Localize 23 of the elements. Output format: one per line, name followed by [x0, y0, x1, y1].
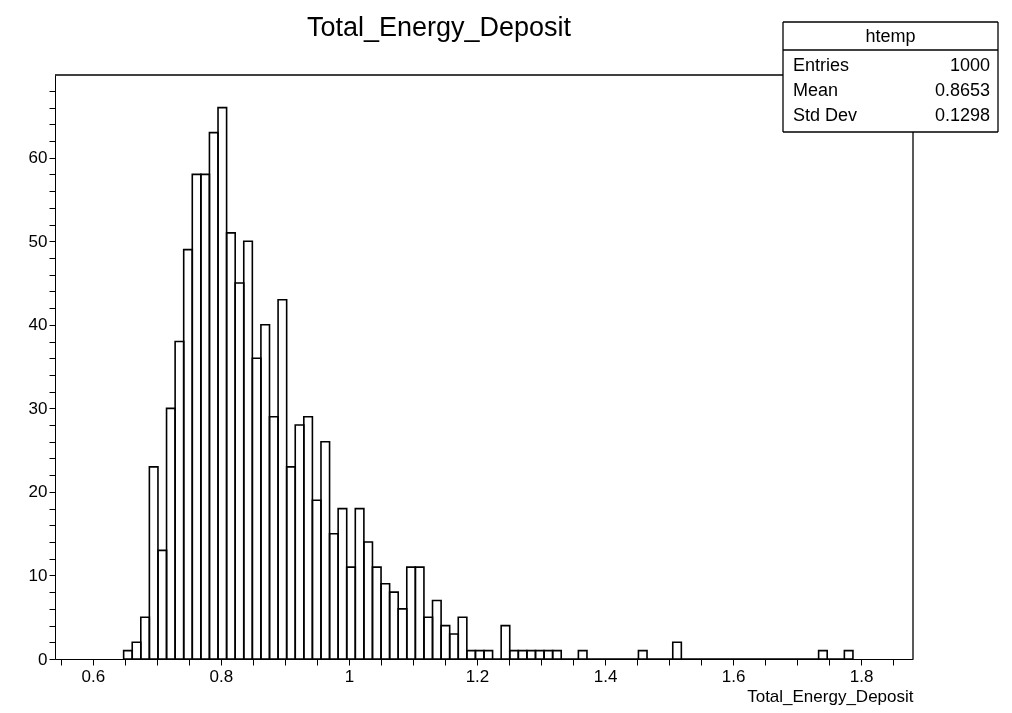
y-tick-label: 60	[28, 148, 48, 168]
y-tick-label: 40	[28, 315, 48, 335]
x-tick-label: 0.8	[209, 666, 234, 686]
x-tick-label: 0.6	[81, 666, 106, 686]
chart-title: Total_Energy_Deposit	[306, 12, 572, 42]
x-tick-label: 1.6	[721, 666, 746, 686]
y-tick-label: 0	[38, 649, 48, 669]
y-tick-label: 30	[28, 398, 48, 418]
x-axis-title: Total_Energy_Deposit	[747, 686, 914, 706]
text: Entries	[793, 55, 850, 75]
y-tick-label: 20	[28, 482, 48, 502]
annotation: Mean	[793, 80, 839, 100]
annotation: Std Dev	[793, 105, 858, 125]
x-tick-label: 1.8	[849, 666, 874, 686]
text: 0.8653	[934, 80, 990, 100]
x-tick-label: 1	[344, 666, 355, 686]
text: 1000	[949, 55, 990, 75]
text: 0.1298	[934, 105, 990, 125]
x-tick-label: 1.4	[593, 666, 618, 686]
y-tick-label: 50	[28, 231, 48, 251]
y-tick-label: 10	[28, 565, 48, 585]
x-tick-label: 1.2	[465, 666, 490, 686]
text: htemp	[865, 26, 916, 46]
